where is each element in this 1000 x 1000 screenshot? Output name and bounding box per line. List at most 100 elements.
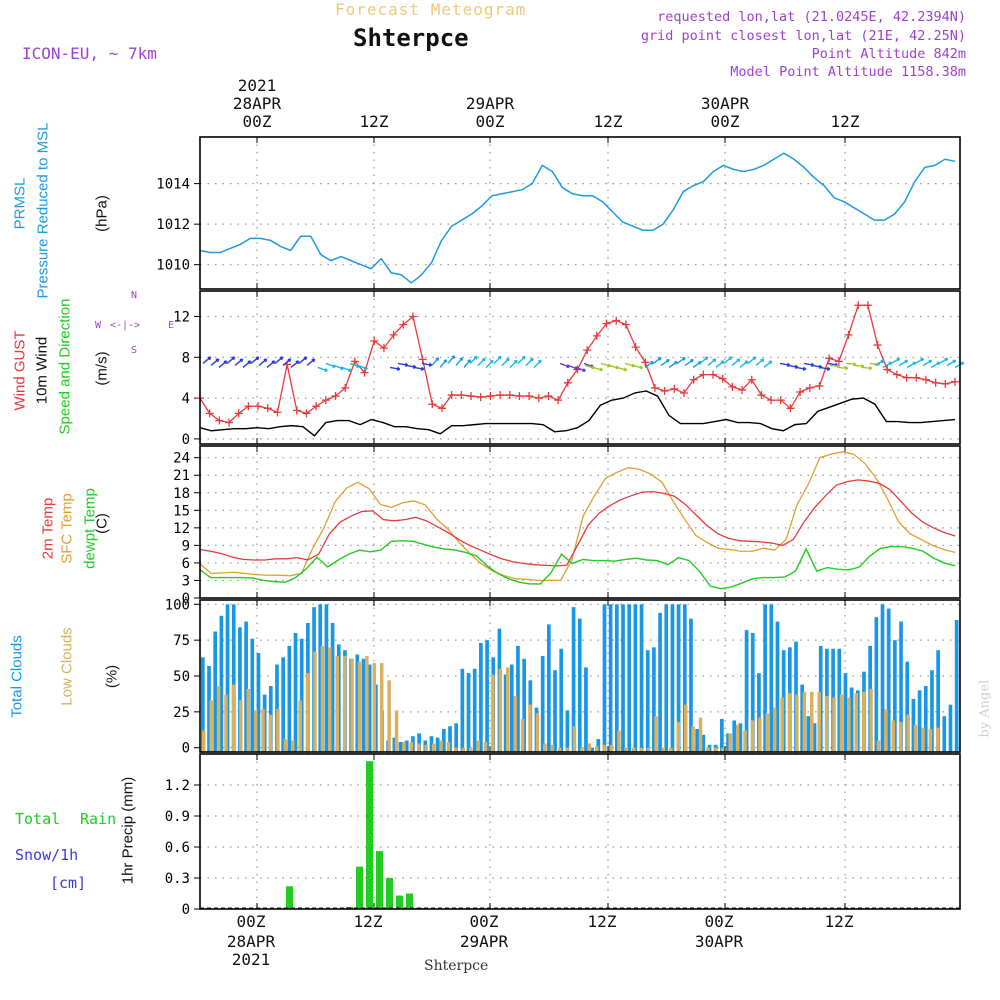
gust-marker-56 bbox=[738, 385, 747, 394]
gust-marker-68 bbox=[854, 301, 863, 310]
gust-marker-78 bbox=[951, 377, 959, 386]
total-cloud-bar-59 bbox=[565, 710, 570, 753]
total-cloud-bar-26 bbox=[361, 658, 366, 753]
sfc-temp-line bbox=[199, 451, 956, 582]
prmsl-line bbox=[199, 152, 956, 284]
total-cloud-bar-14 bbox=[287, 645, 292, 753]
total-cloud-bar-52 bbox=[522, 658, 526, 753]
low-cloud-bar-21 bbox=[357, 661, 362, 753]
low-cloud-bar-17 bbox=[328, 647, 332, 753]
total-cloud-bar-80 bbox=[695, 729, 699, 753]
clouds-ytick-label-3: 75 bbox=[173, 633, 190, 649]
total-cloud-bar-49 bbox=[503, 674, 508, 753]
low-cloud-bar-13 bbox=[298, 700, 302, 753]
low-cloud-bar-1 bbox=[209, 700, 213, 753]
top-axis-label-5-2: 12Z bbox=[830, 112, 860, 131]
bottom-axis-label-5-0: 12Z bbox=[824, 912, 854, 931]
total-cloud-bar-39 bbox=[441, 729, 446, 753]
dewpt-line bbox=[199, 540, 956, 590]
low-cloud-bar-3 bbox=[224, 694, 228, 753]
wind-arrow-41 bbox=[575, 366, 586, 373]
total-cloud-bar-56 bbox=[547, 624, 551, 753]
total-cloud-bar-58 bbox=[559, 648, 564, 753]
total-cloud-bar-122 bbox=[954, 620, 959, 753]
gust-marker-33 bbox=[515, 392, 524, 401]
total-cloud-bar-65 bbox=[602, 604, 607, 753]
low-cloud-bar-44 bbox=[528, 704, 532, 753]
total-cloud-bar-112 bbox=[893, 640, 897, 753]
wind-arrow-13 bbox=[306, 358, 316, 366]
precip-ytick-label-0: 0 bbox=[182, 902, 190, 918]
total-cloud-bar-9 bbox=[256, 653, 261, 753]
gust-marker-37 bbox=[554, 396, 563, 405]
low-cloud-bar-40 bbox=[498, 668, 503, 753]
low-cloud-bar-15 bbox=[313, 651, 317, 753]
total-cloud-bar-7 bbox=[244, 621, 248, 753]
gust-marker-8 bbox=[273, 408, 282, 417]
low-cloud-bar-39 bbox=[491, 674, 495, 753]
gust-marker-46 bbox=[641, 358, 650, 367]
temp-ytick-label-3: 9 bbox=[182, 538, 190, 554]
wind-arrow-34 bbox=[501, 357, 510, 366]
wind-arrow-82 bbox=[898, 359, 909, 367]
total-cloud-bar-118 bbox=[930, 670, 934, 753]
total-cloud-bar-8 bbox=[250, 638, 255, 753]
wind-arrow-84 bbox=[914, 357, 925, 365]
low-cloud-bar-81 bbox=[802, 691, 807, 753]
bottom-axis-label-3-0: 12Z bbox=[587, 912, 617, 931]
low-cloud-bar-12 bbox=[290, 740, 295, 753]
total-cloud-bar-74 bbox=[658, 612, 662, 753]
wind-arrow-81 bbox=[890, 357, 901, 365]
gust-marker-61 bbox=[786, 404, 795, 413]
wind-arrow-65 bbox=[763, 360, 773, 368]
model-label: ICON-EU, ~ 7km bbox=[22, 44, 157, 63]
low-cloud-bar-97 bbox=[921, 727, 925, 753]
wind-arrow-52 bbox=[660, 359, 670, 367]
gust-marker-3 bbox=[225, 418, 234, 427]
gust-marker-16 bbox=[350, 357, 359, 366]
bottom-axis-label-0-0: 00Z bbox=[236, 912, 266, 931]
gust-marker-54 bbox=[718, 374, 727, 383]
low-cloud-bar-43 bbox=[520, 719, 525, 753]
wind-arrow-19 bbox=[357, 364, 368, 371]
total-cloud-bar-12 bbox=[275, 664, 279, 753]
top-axis-label-4-2: 00Z bbox=[710, 112, 740, 131]
total-cloud-bar-35 bbox=[417, 733, 421, 753]
gust-marker-66 bbox=[834, 357, 843, 366]
total-cloud-bar-78 bbox=[682, 604, 687, 753]
bottom-axis-label-4-0: 00Z bbox=[704, 912, 734, 931]
total-cloud-bar-20 bbox=[324, 604, 329, 753]
total-cloud-bar-41 bbox=[454, 723, 459, 753]
low-cloud-bar-73 bbox=[743, 730, 747, 753]
low-cloud-bar-10 bbox=[276, 708, 280, 753]
low-cloud-bar-57 bbox=[624, 747, 629, 753]
total-cloud-bar-32 bbox=[398, 741, 403, 753]
gust-marker-51 bbox=[689, 375, 698, 384]
total-cloud-bar-61 bbox=[577, 618, 582, 753]
wind-arrow-83 bbox=[906, 361, 917, 369]
gust-marker-31 bbox=[496, 391, 505, 400]
wind-arrow-9 bbox=[274, 356, 284, 364]
low-cloud-bar-79 bbox=[787, 693, 792, 753]
wind-ytick-label-0: 0 bbox=[182, 432, 190, 448]
total-cloud-bar-60 bbox=[571, 607, 576, 753]
wind-arrow-74 bbox=[837, 366, 849, 371]
wind-arrow-26 bbox=[439, 359, 448, 368]
wind-arrow-86 bbox=[930, 361, 941, 369]
wind-arrow-49 bbox=[632, 364, 644, 370]
gust-marker-59 bbox=[767, 396, 776, 405]
wind-arrow-54 bbox=[676, 357, 686, 365]
gust-marker-14 bbox=[331, 392, 340, 401]
temp-ytick-label-5: 15 bbox=[173, 503, 190, 519]
wind-arrow-6 bbox=[250, 356, 260, 364]
total-cloud-bar-117 bbox=[923, 686, 928, 753]
gust-marker-65 bbox=[825, 354, 834, 363]
precip-ytick-label-2: 0.6 bbox=[165, 840, 190, 856]
wind-arrow-44 bbox=[592, 366, 604, 372]
wind-arrow-61 bbox=[731, 358, 741, 366]
gust-marker-70 bbox=[873, 341, 882, 350]
total-cloud-bar-0 bbox=[201, 657, 205, 753]
bottom-axis-label-2-1: 29APR bbox=[459, 932, 509, 951]
total-cloud-bar-103 bbox=[837, 648, 842, 753]
gust-marker-52 bbox=[699, 370, 708, 379]
